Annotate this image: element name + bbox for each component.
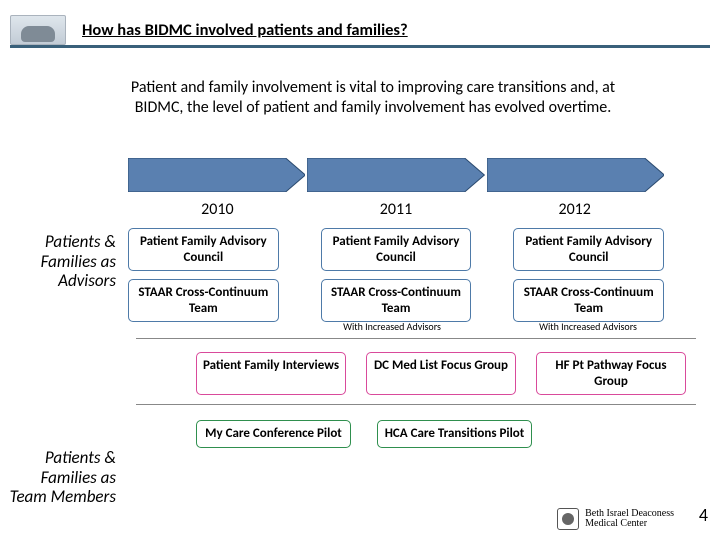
box-staar-2012: STAAR Cross-Continuum Team [513,279,664,322]
row-staar: STAAR Cross-Continuum Team STAAR Cross-C… [128,279,664,322]
row-pilots: My Care Conference Pilot HCA Care Transi… [196,420,532,448]
box-dc-med: DC Med List Focus Group [366,352,516,395]
timeline-arrows [128,158,664,192]
footer-org-2: Medical Center [585,518,647,529]
page-number: 4 [699,504,708,526]
year-labels: 2010 2011 2012 [128,200,664,219]
sub-increased-2012: With Increased Advisors [508,320,668,333]
box-staar-2011: STAAR Cross-Continuum Team [321,279,472,322]
intro-text: Patient and family involvement is vital … [128,78,618,119]
row-pfac: Patient Family Advisory Council Patient … [128,228,664,271]
box-pfac-2012: Patient Family Advisory Council [513,228,664,271]
box-interviews: Patient Family Interviews [196,352,346,395]
slide-title: How has BIDMC involved patients and fami… [82,20,408,40]
year-2010: 2010 [128,200,307,219]
sub-increased-2011: With Increased Advisors [312,320,472,333]
box-pfac-2010: Patient Family Advisory Council [128,228,279,271]
year-2011: 2011 [307,200,486,219]
box-staar-2010: STAAR Cross-Continuum Team [128,279,279,322]
row-focus-groups: Patient Family Interviews DC Med List Fo… [196,352,686,395]
box-pfac-2011: Patient Family Advisory Council [321,228,472,271]
header-thumbnail [10,15,66,45]
box-mycare: My Care Conference Pilot [196,420,351,448]
divider-1 [136,338,696,339]
box-hf-pathway: HF Pt Pathway Focus Group [536,352,686,395]
arrow-2011 [307,158,484,192]
side-label-advisors: Patients & Families as Advisors [6,232,116,291]
arrow-2012 [487,158,664,192]
year-2012: 2012 [485,200,664,219]
seal-icon [557,508,579,530]
arrow-2010 [128,158,305,192]
footer-logo: Beth Israel Deaconess Medical Center [557,508,674,530]
footer-org-1: Beth Israel Deaconess [585,508,674,519]
side-label-team: Patients & Families as Team Members [6,448,116,507]
box-hca: HCA Care Transitions Pilot [377,420,532,448]
divider-2 [136,404,696,405]
slide-header: How has BIDMC involved patients and fami… [10,14,710,48]
